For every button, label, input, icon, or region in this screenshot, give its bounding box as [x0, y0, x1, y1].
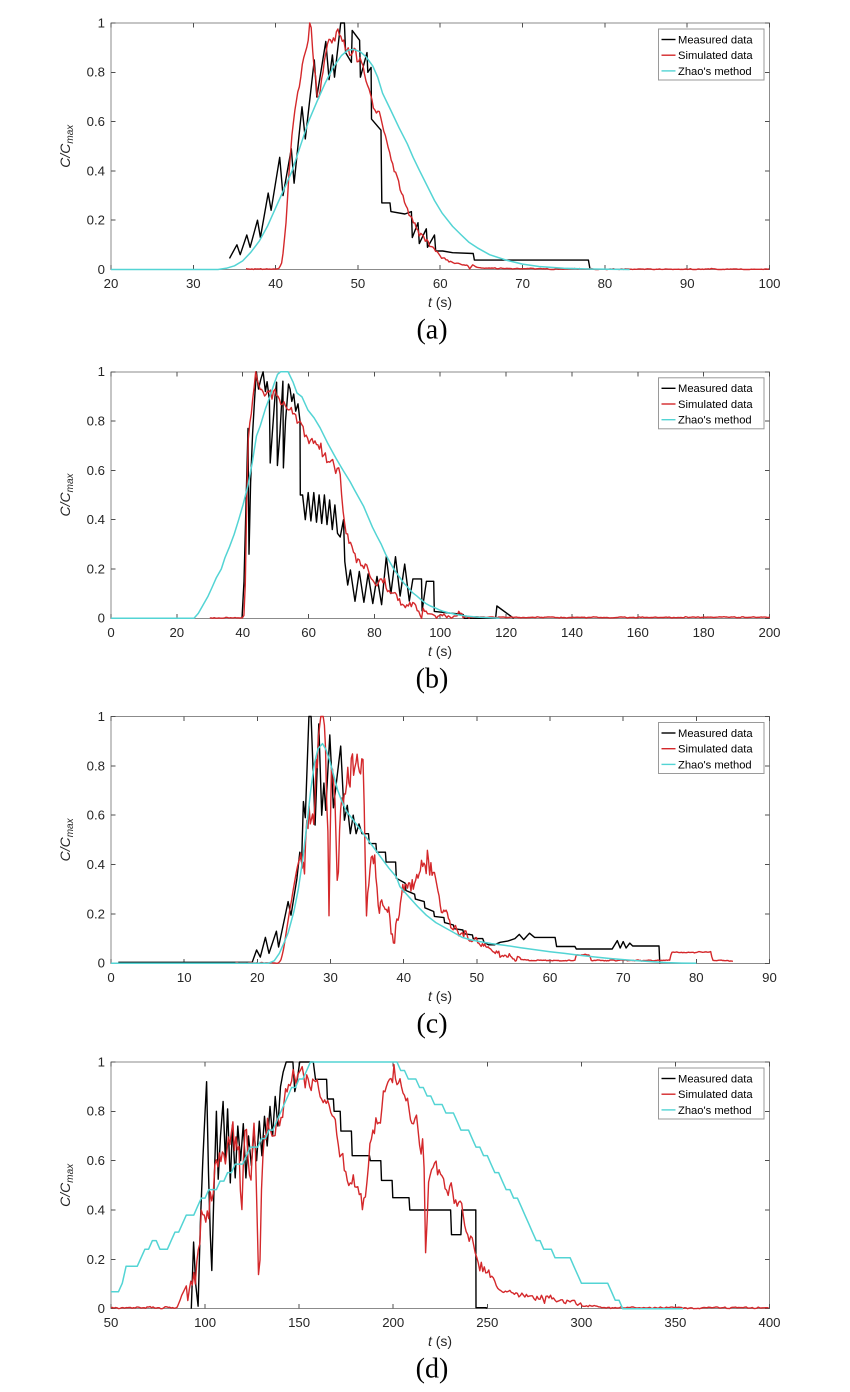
svg-text:30: 30 — [186, 276, 201, 291]
svg-text:1: 1 — [98, 364, 105, 379]
svg-text:0: 0 — [98, 1301, 105, 1316]
svg-text:0.2: 0.2 — [87, 1252, 105, 1267]
svg-text:0.4: 0.4 — [87, 1202, 105, 1217]
svg-text:1: 1 — [98, 709, 105, 724]
svg-text:0.8: 0.8 — [87, 1104, 105, 1119]
svg-text:150: 150 — [288, 1315, 310, 1330]
svg-text:t (s): t (s) — [428, 988, 452, 1004]
svg-text:0.2: 0.2 — [87, 906, 105, 921]
svg-text:200: 200 — [758, 625, 780, 640]
svg-text:0.8: 0.8 — [87, 65, 105, 80]
svg-text:100: 100 — [194, 1315, 216, 1330]
svg-text:(b): (b) — [416, 663, 449, 694]
svg-text:40: 40 — [268, 276, 283, 291]
svg-text:10: 10 — [177, 970, 192, 985]
svg-text:60: 60 — [301, 625, 316, 640]
svg-text:Measured data: Measured data — [678, 383, 753, 395]
svg-text:0.6: 0.6 — [87, 808, 105, 823]
svg-text:0.4: 0.4 — [87, 857, 105, 872]
svg-text:0: 0 — [98, 262, 105, 277]
svg-text:70: 70 — [515, 276, 530, 291]
svg-text:Zhao's method: Zhao's method — [678, 759, 752, 771]
svg-text:90: 90 — [680, 276, 695, 291]
svg-text:80: 80 — [689, 970, 704, 985]
svg-text:60: 60 — [543, 970, 558, 985]
svg-text:140: 140 — [561, 625, 583, 640]
svg-text:100: 100 — [429, 625, 451, 640]
svg-text:Zhao's method: Zhao's method — [678, 415, 752, 427]
svg-text:400: 400 — [758, 1315, 780, 1330]
svg-text:50: 50 — [469, 970, 484, 985]
svg-text:160: 160 — [627, 625, 649, 640]
svg-text:20: 20 — [250, 970, 265, 985]
svg-text:0.4: 0.4 — [87, 163, 105, 178]
svg-text:(a): (a) — [416, 315, 447, 346]
svg-text:0.2: 0.2 — [87, 561, 105, 576]
svg-text:0.6: 0.6 — [87, 114, 105, 129]
svg-text:0: 0 — [107, 625, 114, 640]
svg-text:200: 200 — [382, 1315, 404, 1330]
svg-text:Zhao's method: Zhao's method — [678, 66, 752, 78]
svg-text:Zhao's method: Zhao's method — [678, 1105, 752, 1117]
svg-text:Measured data: Measured data — [678, 34, 753, 46]
svg-text:0.8: 0.8 — [87, 414, 105, 429]
svg-text:50: 50 — [104, 1315, 119, 1330]
svg-text:40: 40 — [235, 625, 250, 640]
svg-text:80: 80 — [598, 276, 613, 291]
svg-text:t (s): t (s) — [428, 294, 452, 310]
svg-text:300: 300 — [570, 1315, 592, 1330]
svg-text:120: 120 — [495, 625, 517, 640]
svg-text:250: 250 — [476, 1315, 498, 1330]
svg-text:1: 1 — [98, 1054, 105, 1069]
svg-text:180: 180 — [693, 625, 715, 640]
svg-text:70: 70 — [616, 970, 631, 985]
svg-text:100: 100 — [758, 276, 780, 291]
svg-text:t (s): t (s) — [428, 1333, 452, 1349]
svg-text:Simulated data: Simulated data — [678, 399, 753, 411]
svg-text:0: 0 — [107, 970, 114, 985]
svg-text:50: 50 — [351, 276, 366, 291]
svg-text:0: 0 — [98, 611, 105, 626]
svg-text:0.6: 0.6 — [87, 463, 105, 478]
svg-text:Simulated data: Simulated data — [678, 50, 753, 62]
svg-text:(d): (d) — [416, 1354, 449, 1385]
svg-text:Simulated data: Simulated data — [678, 744, 753, 756]
svg-text:0.2: 0.2 — [87, 213, 105, 228]
svg-text:40: 40 — [396, 970, 411, 985]
svg-text:Measured data: Measured data — [678, 728, 753, 740]
svg-text:30: 30 — [323, 970, 338, 985]
svg-text:90: 90 — [762, 970, 777, 985]
svg-text:60: 60 — [433, 276, 448, 291]
svg-text:(c): (c) — [416, 1008, 447, 1039]
svg-text:Simulated data: Simulated data — [678, 1089, 753, 1101]
svg-text:0.4: 0.4 — [87, 512, 105, 527]
svg-text:350: 350 — [664, 1315, 686, 1330]
svg-text:0: 0 — [98, 956, 105, 971]
svg-text:0.8: 0.8 — [87, 758, 105, 773]
svg-text:80: 80 — [367, 625, 382, 640]
svg-text:20: 20 — [169, 625, 184, 640]
svg-text:Measured data: Measured data — [678, 1073, 753, 1085]
svg-text:20: 20 — [104, 276, 119, 291]
svg-text:0.6: 0.6 — [87, 1153, 105, 1168]
svg-text:1: 1 — [98, 15, 105, 30]
svg-text:t (s): t (s) — [428, 643, 452, 659]
